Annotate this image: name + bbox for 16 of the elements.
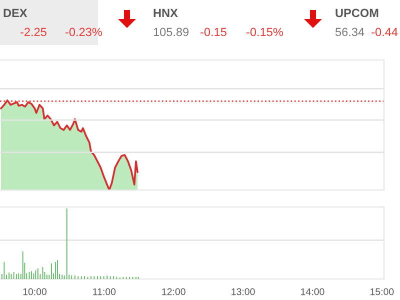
text: DEX bbox=[4, 8, 28, 18]
x-tick-label: 12:00 bbox=[162, 288, 186, 296]
text: -2.25 bbox=[20, 28, 46, 36]
x-tick-label: 13:00 bbox=[232, 288, 255, 296]
x-tick-label: 11:00 bbox=[93, 288, 116, 296]
text: -0.44 bbox=[372, 28, 398, 36]
text: UPCOM bbox=[336, 8, 378, 18]
text: 56.34 bbox=[335, 28, 364, 36]
text: -0.15 bbox=[200, 28, 226, 36]
text: 105.89 bbox=[154, 28, 189, 36]
text: -0.23% bbox=[66, 28, 102, 36]
x-tick-label: 10:00 bbox=[23, 288, 47, 296]
text: -0.15% bbox=[246, 28, 283, 36]
text: HNX bbox=[154, 8, 178, 18]
x-tick-label: 15:00 bbox=[370, 288, 394, 296]
x-tick-label: 14:00 bbox=[301, 288, 324, 296]
